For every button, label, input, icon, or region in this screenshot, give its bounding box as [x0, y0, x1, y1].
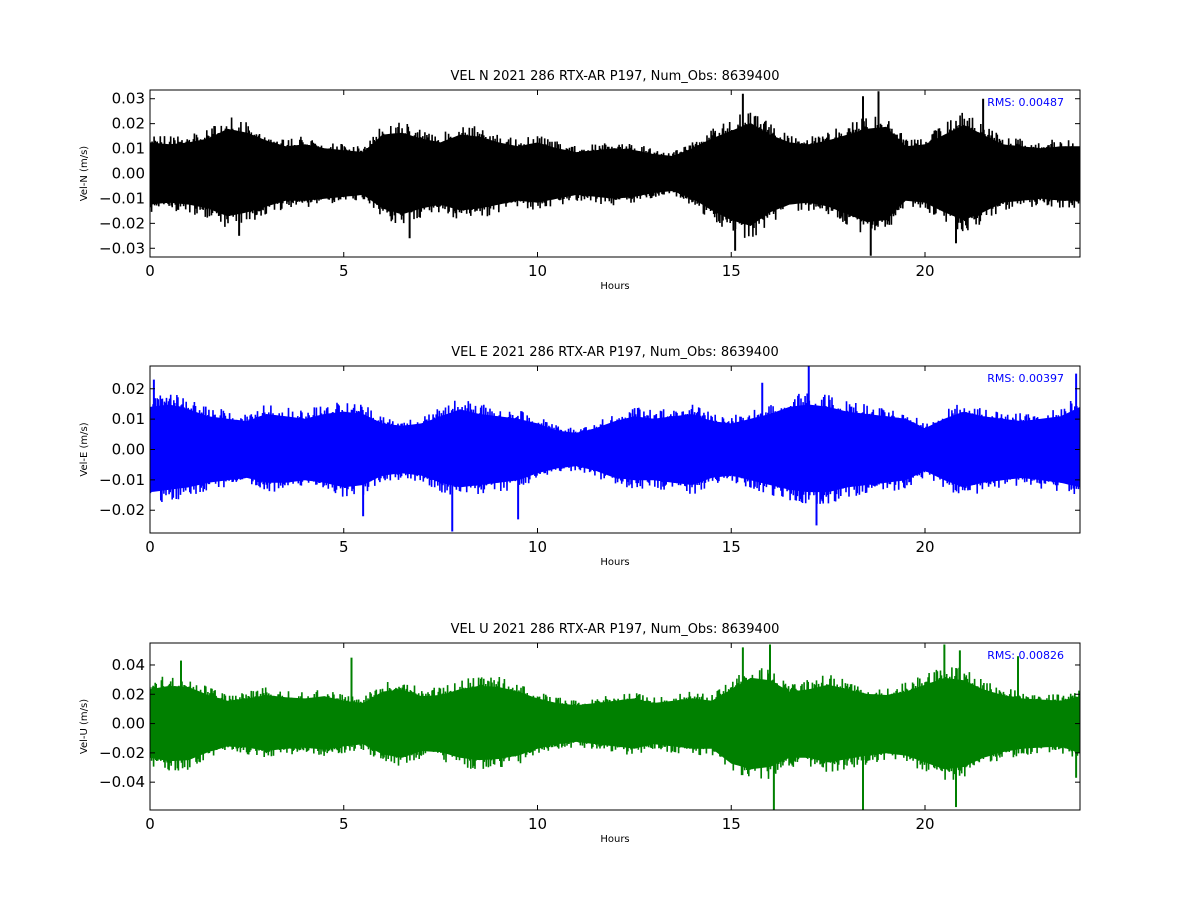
panel-n-series — [150, 91, 1080, 256]
panel-u-ytick-label: 0.00 — [112, 715, 145, 733]
panel-u-ytick-label: −0.02 — [99, 744, 145, 762]
panel-e-xlabel: Hours — [600, 557, 629, 568]
panel-n-title: VEL N 2021 286 RTX-AR P197, Num_Obs: 863… — [451, 69, 780, 84]
panel-e-xtick-label: 5 — [339, 538, 349, 556]
panel-u-xtick-label: 0 — [145, 815, 155, 833]
panel-e-xtick-label: 20 — [915, 538, 934, 556]
panel-u-xtick-label: 5 — [339, 815, 349, 833]
panel-u-series — [150, 644, 1080, 810]
panel-n-xtick-label: 15 — [722, 262, 741, 280]
panel-e-ytick-label: 0.01 — [112, 410, 145, 428]
panel-e-title: VEL E 2021 286 RTX-AR P197, Num_Obs: 863… — [451, 345, 778, 360]
panel-u-ytick-label: −0.04 — [99, 773, 145, 791]
panel-e-ytick-label: 0.00 — [112, 441, 145, 459]
panel-u-ytick-label: 0.04 — [112, 656, 145, 674]
panel-e-ytick-label: 0.02 — [112, 380, 145, 398]
panel-u-ylabel: Vel-U (m/s) — [79, 699, 90, 754]
panel-n-xtick-label: 20 — [915, 262, 934, 280]
panel-n-xtick-label: 0 — [145, 262, 155, 280]
panel-n-ylabel: Vel-N (m/s) — [79, 146, 90, 201]
panel-e: VEL E 2021 286 RTX-AR P197, Num_Obs: 863… — [79, 345, 1081, 568]
panel-n-ytick-label: 0.03 — [112, 90, 145, 108]
panel-e-ylabel: Vel-E (m/s) — [79, 422, 90, 476]
panel-n-ytick-label: 0.00 — [112, 165, 145, 183]
panel-n-rms-annotation: RMS: 0.00487 — [987, 96, 1064, 109]
panel-e-ytick-label: −0.02 — [99, 501, 145, 519]
panel-e-series — [150, 366, 1080, 532]
panel-e-xtick-label: 15 — [722, 538, 741, 556]
panel-e-ytick-label: −0.01 — [99, 471, 145, 489]
panel-u-frame — [149, 642, 1081, 811]
panel-u-ytick-label: 0.02 — [112, 685, 145, 703]
panel-u-xtick-label: 15 — [722, 815, 741, 833]
panel-u-xlabel: Hours — [600, 834, 629, 845]
panel-e-xtick-label: 0 — [145, 538, 155, 556]
panel-n-ytick-label: −0.02 — [99, 214, 145, 232]
panel-n-ytick-label: 0.01 — [112, 140, 145, 158]
panel-n: VEL N 2021 286 RTX-AR P197, Num_Obs: 863… — [79, 69, 1081, 292]
panel-n-ytick-label: −0.03 — [99, 239, 145, 257]
panel-u: VEL U 2021 286 RTX-AR P197, Num_Obs: 863… — [79, 622, 1081, 845]
panel-n-xlabel: Hours — [600, 281, 629, 292]
panel-u-rms-annotation: RMS: 0.00826 — [987, 649, 1064, 662]
panel-e-rms-annotation: RMS: 0.00397 — [987, 372, 1064, 385]
panel-n-xtick-label: 10 — [528, 262, 547, 280]
panel-u-xtick-label: 10 — [528, 815, 547, 833]
panel-n-xtick-label: 5 — [339, 262, 349, 280]
series-e-line — [150, 393, 1080, 504]
panel-e-xtick-label: 10 — [528, 538, 547, 556]
panel-u-xtick-label: 20 — [915, 815, 934, 833]
panel-u-title: VEL U 2021 286 RTX-AR P197, Num_Obs: 863… — [451, 622, 780, 637]
series-u-line — [150, 667, 1080, 780]
panel-n-ytick-label: 0.02 — [112, 115, 145, 133]
series-n-line — [150, 112, 1080, 238]
panel-n-ytick-label: −0.01 — [99, 189, 145, 207]
